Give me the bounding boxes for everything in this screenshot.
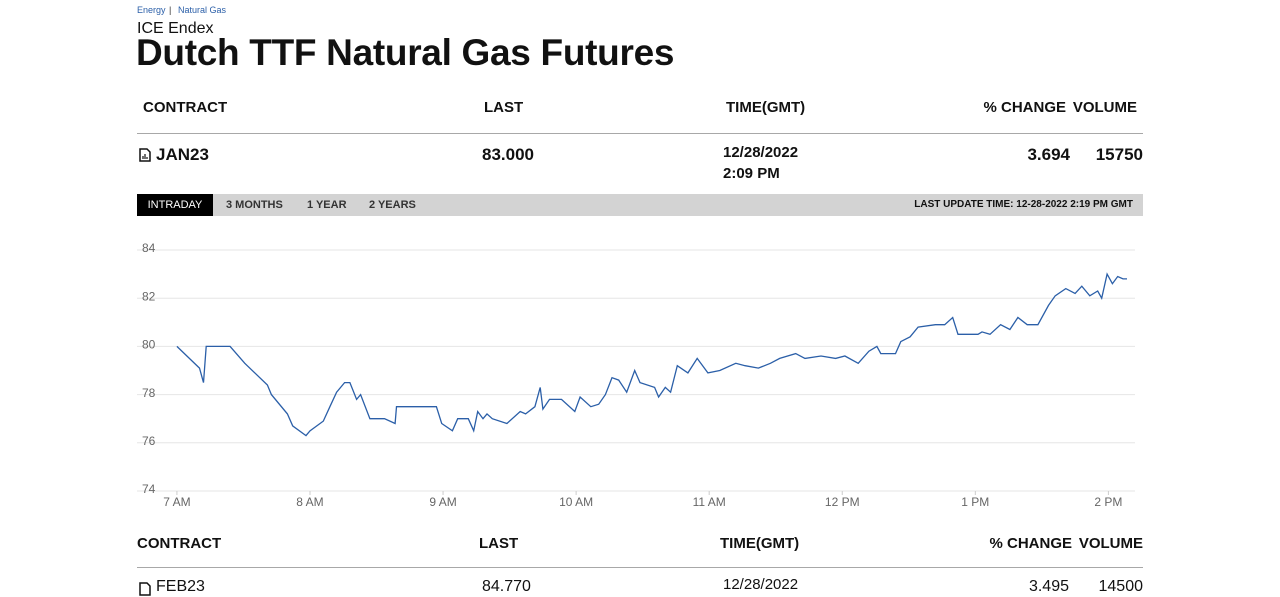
doc-icon <box>139 148 151 162</box>
column-header: VOLUME <box>1078 535 1143 552</box>
column-header: % CHANGE <box>983 99 1066 116</box>
date: 12/28/2022 <box>723 576 799 593</box>
tab-bar <box>137 194 1143 216</box>
column-header: CONTRACT <box>143 99 228 116</box>
tab[interactable]: 1 YEAR <box>307 199 347 211</box>
column-header: TIME(GMT) <box>720 535 800 552</box>
exchange: ICE Endex <box>137 20 214 37</box>
column-header: % CHANGE <box>989 535 1072 552</box>
column-header: VOLUME <box>1072 99 1137 116</box>
change: 3.694 <box>1027 145 1070 164</box>
page-title: Dutch TTF Natural Gas Futures <box>136 32 675 73</box>
y-tick-label: 84 <box>142 241 156 255</box>
x-tick-label: 2 PM <box>1094 495 1122 509</box>
x-tick-label: 10 AM <box>559 495 593 509</box>
x-tick-label: 8 AM <box>296 495 323 509</box>
y-tick-label: 76 <box>142 434 156 448</box>
x-tick-label: 9 AM <box>429 495 456 509</box>
x-tick-label: 12 PM <box>825 495 860 509</box>
last-price: 83.000 <box>482 145 534 164</box>
breadcrumb-link[interactable]: Natural Gas <box>178 5 227 15</box>
column-header: CONTRACT <box>137 535 222 552</box>
divider <box>137 133 1143 134</box>
doc-icon <box>139 582 151 596</box>
tab[interactable]: 3 MONTHS <box>226 199 283 211</box>
chart: 74 76 78 80 82 84 7 AM 8 AM 9 AM 10 AM 11 AM 12 PM 1… <box>137 241 1135 509</box>
divider <box>137 567 1143 568</box>
contract[interactable]: FEB23 <box>156 578 205 595</box>
x-tick-label: 1 PM <box>961 495 989 509</box>
breadcrumb-separator: | <box>169 5 172 15</box>
tab[interactable]: 2 YEARS <box>369 199 416 211</box>
x-tick-label: 11 AM <box>693 495 726 509</box>
y-tick-label: 74 <box>142 482 156 496</box>
y-tick-label: 80 <box>142 338 156 352</box>
tab[interactable]: INTRADAY <box>137 194 213 216</box>
date: 12/28/2022 <box>723 144 799 161</box>
x-tick-label: 7 AM <box>163 495 190 509</box>
column-header: TIME(GMT) <box>726 99 806 116</box>
y-tick-label: 82 <box>142 289 156 303</box>
last-update: LAST UPDATE TIME: 12-28-2022 2:19 PM GMT <box>914 199 1133 210</box>
last-price: 84.770 <box>482 578 531 595</box>
breadcrumb-link[interactable]: Energy <box>137 5 166 15</box>
volume: 15750 <box>1095 145 1143 164</box>
column-header: LAST <box>484 99 524 116</box>
time: 2:09 PM <box>723 165 780 182</box>
contract[interactable]: JAN23 <box>156 145 209 164</box>
y-tick-label: 78 <box>142 386 156 400</box>
price-line <box>176 272 1127 437</box>
column-header: LAST <box>479 535 519 552</box>
change: 3.495 <box>1028 578 1069 595</box>
volume: 14500 <box>1098 578 1144 595</box>
